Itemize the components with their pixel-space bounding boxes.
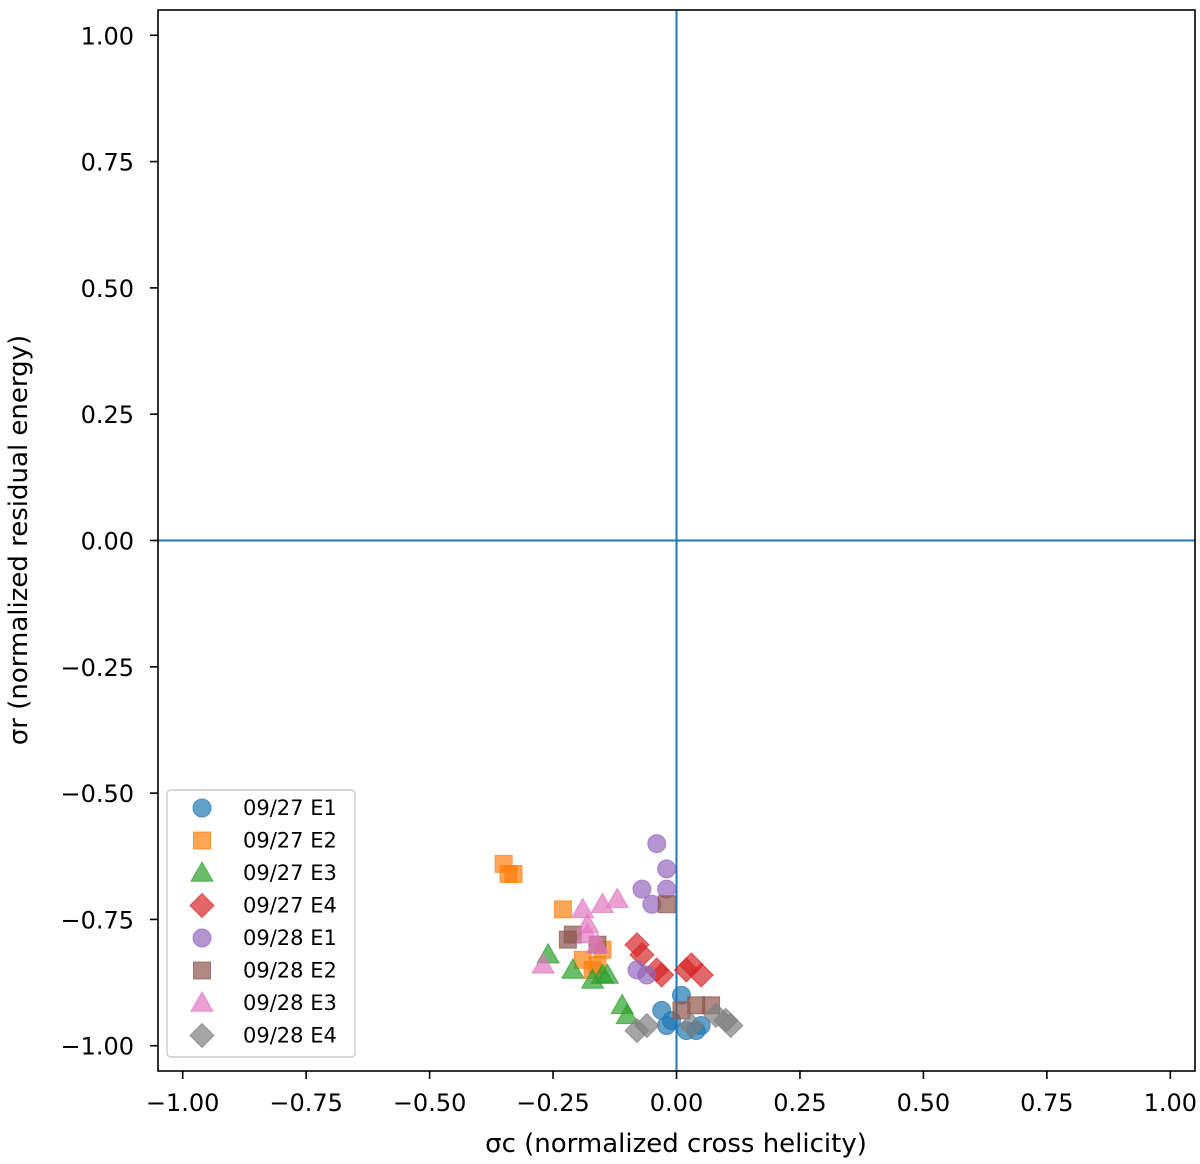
data-point (605, 887, 630, 908)
data-point (531, 952, 556, 974)
data-point (558, 930, 577, 949)
legend-label: 09/27 E3 (243, 861, 337, 885)
y-axis-label: σr (normalized residual energy) (4, 335, 34, 745)
x-tick-label: 0.25 (773, 1089, 826, 1117)
data-point (657, 859, 677, 879)
data-point (553, 900, 572, 919)
x-tick-label: −0.75 (269, 1089, 343, 1117)
y-tick-label: 1.00 (81, 22, 134, 50)
x-tick-label: −0.50 (393, 1089, 467, 1117)
data-point (647, 834, 667, 854)
x-tick-label: −0.25 (516, 1089, 590, 1117)
x-axis-label: σc (normalized cross helicity) (485, 1129, 867, 1159)
legend: 09/27 E1 09/27 E2 09/27 E3 09/27 E4 09/28 E1… (166, 789, 356, 1058)
x-tick-label: −1.00 (146, 1089, 220, 1117)
legend-label: 09/28 E3 (243, 991, 337, 1015)
y-tick-label: 0.00 (81, 528, 134, 556)
legend-label: 09/28 E2 (243, 959, 337, 983)
legend-marker (193, 831, 211, 850)
data-point (672, 1001, 691, 1020)
y-axis-ticks: −1.00 −0.75 −0.50 −0.25 0.00 0.25 0.50 0.75 1.00 (60, 22, 158, 1061)
y-tick-label: −1.00 (60, 1033, 134, 1061)
data-point (703, 1002, 729, 1029)
legend-marker (190, 860, 214, 882)
x-tick-label: 0.50 (897, 1089, 950, 1117)
reference-lines (158, 10, 1195, 1071)
y-tick-label: −0.75 (60, 906, 134, 934)
data-point (657, 895, 676, 914)
legend-label: 09/27 E4 (243, 894, 337, 918)
data-point (595, 962, 620, 984)
data-point (560, 957, 585, 979)
legend-box (166, 789, 356, 1058)
legend-label: 09/28 E4 (243, 1024, 337, 1048)
data-point (590, 892, 615, 914)
x-tick-label: 1.00 (1144, 1089, 1197, 1117)
data-point (615, 1003, 639, 1025)
y-tick-label: 0.50 (81, 275, 134, 303)
x-tick-label: 0.75 (1020, 1089, 1073, 1117)
legend-marker (189, 892, 215, 919)
data-point (678, 1012, 705, 1039)
data-point (673, 957, 700, 983)
y-tick-label: 0.25 (81, 401, 134, 429)
legend-label: 09/28 E1 (243, 926, 337, 950)
legend-marker (193, 961, 211, 980)
legend-label: 09/27 E2 (243, 829, 337, 853)
x-tick-label: 0.00 (650, 1089, 703, 1117)
legend-marker (190, 990, 214, 1012)
y-tick-label: −0.50 (60, 780, 134, 808)
legend-marker (192, 928, 212, 948)
data-point (575, 922, 600, 944)
data-points (494, 834, 744, 1044)
y-tick-label: 0.75 (81, 149, 134, 177)
y-tick-label: −0.25 (60, 654, 134, 682)
data-point (634, 1012, 660, 1039)
data-point (570, 897, 595, 919)
data-point (632, 879, 652, 899)
data-point (718, 1012, 744, 1039)
data-point (637, 965, 657, 985)
data-point (499, 864, 518, 883)
legend-label: 09/27 E1 (243, 796, 337, 820)
legend-marker (192, 798, 212, 818)
x-axis-ticks: −1.00 −0.75 −0.50 −0.25 0.00 0.25 0.50 0.75 1.00 (146, 1071, 1197, 1117)
legend-marker (189, 1022, 215, 1049)
